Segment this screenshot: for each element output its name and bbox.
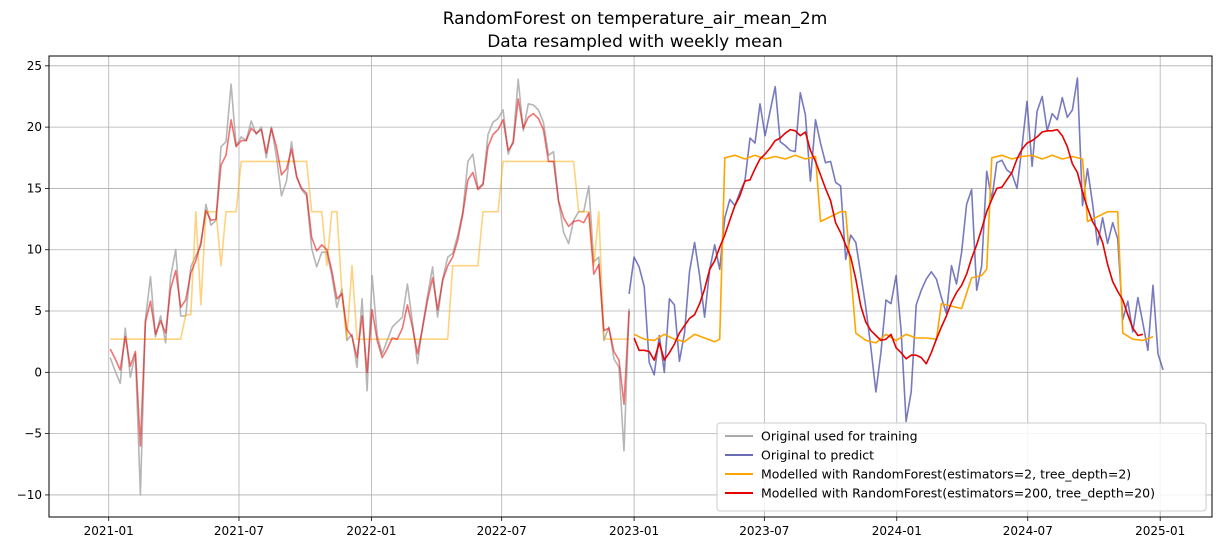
x-tick-label: 2023-07 bbox=[739, 524, 789, 538]
series-line-modelled-with-randomforest-estimators-200-tree-depth-20-training bbox=[109, 98, 630, 447]
x-tick-label: 2025-01 bbox=[1135, 524, 1185, 538]
plot-frame bbox=[48, 55, 1213, 518]
legend-label: Modelled with RandomForest(estimators=2,… bbox=[761, 467, 1131, 482]
series-line-original-to-predict bbox=[628, 77, 1164, 423]
y-tick-label: −5 bbox=[24, 427, 42, 441]
y-tick-label: 15 bbox=[27, 181, 42, 195]
x-tick-label: 2021-07 bbox=[214, 524, 264, 538]
x-tick-label: 2024-07 bbox=[1003, 524, 1053, 538]
x-tick-label: 2022-01 bbox=[346, 524, 396, 538]
y-tick-label: 10 bbox=[27, 243, 42, 257]
legend-label: Original to predict bbox=[761, 448, 874, 463]
legend-box bbox=[716, 422, 1207, 512]
series-layer bbox=[109, 77, 1164, 496]
axes: 2021-01 2021-07 2022-01 2022-07 2023-01 2023-… bbox=[17, 59, 1186, 538]
y-tick-label: 25 bbox=[27, 59, 42, 73]
y-tick-label: 20 bbox=[27, 120, 42, 134]
legend-label: Modelled with RandomForest(estimators=20… bbox=[761, 486, 1155, 501]
y-tick-label: 0 bbox=[34, 365, 42, 379]
y-tick-label: 5 bbox=[34, 304, 42, 318]
x-tick-label: 2024-01 bbox=[872, 524, 922, 538]
series-line-modelled-with-randomforest-estimators-200-tree-depth-20-prediction bbox=[633, 128, 1144, 365]
chart-subtitle: Data resampled with weekly mean bbox=[487, 32, 783, 52]
chart-title: RandomForest on temperature_air_mean_2m bbox=[443, 9, 828, 29]
legend-label: Original used for training bbox=[761, 429, 918, 444]
y-tick-label: −10 bbox=[17, 488, 42, 502]
legend: Original used for training Original to pr… bbox=[716, 422, 1207, 512]
series-line-modelled-with-randomforest-estimators-2-tree-depth-2-prediction bbox=[633, 154, 1154, 344]
x-tick-label: 2022-07 bbox=[477, 524, 527, 538]
x-tick-label: 2021-01 bbox=[84, 524, 134, 538]
x-tick-label: 2023-01 bbox=[609, 524, 659, 538]
